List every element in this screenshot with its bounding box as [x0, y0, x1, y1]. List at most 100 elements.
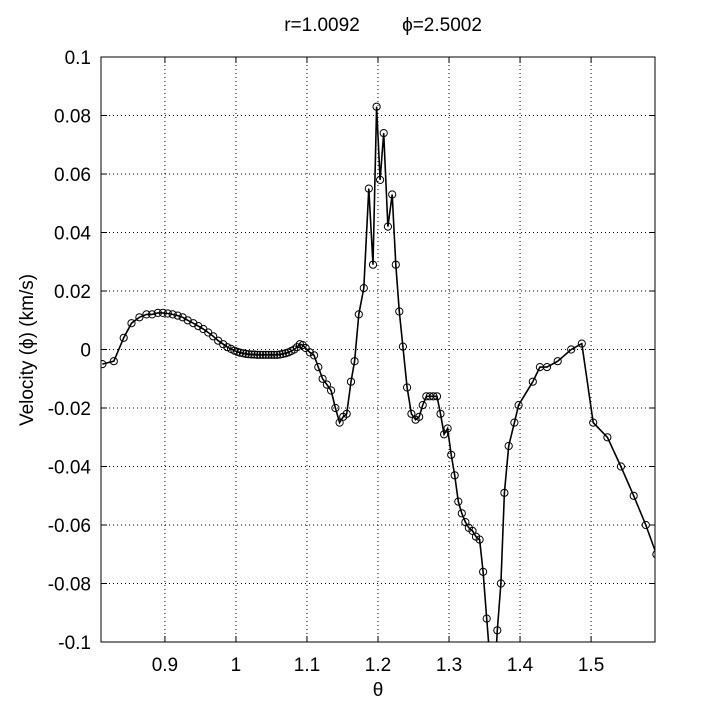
data-point: [395, 307, 404, 316]
data-point: [443, 424, 452, 433]
y-tick-label: 0.08: [54, 107, 91, 128]
series-markers: [101, 102, 655, 635]
data-point: [327, 386, 336, 395]
data-point: [101, 360, 107, 369]
x-axis-ticks: 0.9 1 1.1 1.2 1.3 1.4 1.5: [152, 57, 604, 676]
data-point: [440, 430, 449, 439]
data-point: [589, 418, 598, 427]
data-point: [475, 535, 484, 544]
data-point: [241, 349, 250, 358]
data-point: [273, 350, 282, 359]
data-point: [415, 412, 424, 421]
y-tick-label: 0.1: [65, 48, 91, 69]
y-tick-label: 0.06: [54, 165, 91, 186]
data-point: [318, 374, 327, 383]
data-point: [553, 357, 562, 366]
y-tick-label: -0.08: [48, 575, 91, 596]
data-point: [148, 310, 157, 319]
data-point: [256, 350, 265, 359]
data-point: [153, 308, 162, 317]
data-point: [359, 284, 368, 293]
data-point: [493, 626, 502, 635]
data-point: [436, 409, 445, 418]
data-point: [454, 497, 463, 506]
data-point: [142, 310, 151, 319]
data-point: [158, 308, 167, 317]
data-point: [368, 260, 378, 269]
data-point: [310, 351, 319, 360]
data-point: [163, 309, 172, 318]
data-point: [514, 401, 523, 410]
data-point: [641, 520, 650, 530]
data-point: [429, 392, 438, 401]
data-point: [258, 350, 267, 359]
y-tick-label: -0.02: [48, 399, 91, 420]
data-point: [209, 332, 218, 341]
y-tick-label: 0.04: [54, 224, 91, 245]
data-point: [247, 350, 256, 359]
data-point: [275, 350, 285, 359]
y-tick-label: 0.02: [54, 282, 91, 303]
data-point: [127, 319, 136, 328]
data-point: [331, 403, 340, 413]
data-point: [629, 491, 638, 500]
data-point: [264, 350, 273, 359]
data-point: [244, 350, 253, 359]
data-point: [461, 518, 470, 527]
x-tick-label: 1: [231, 655, 242, 676]
y-axis-label: Velocity (ϕ) (km/s): [17, 274, 38, 426]
y-tick-label: -0.06: [48, 516, 91, 537]
series-line: [102, 106, 655, 642]
data-point: [135, 313, 144, 322]
data-point: [577, 339, 586, 348]
data-point: [652, 550, 655, 559]
x-tick-label: 0.9: [152, 655, 178, 676]
data-point: [292, 343, 302, 352]
data-point: [372, 102, 381, 111]
chart-title-phi: ϕ=2.5002: [402, 15, 482, 36]
x-tick-label: 1.2: [365, 655, 391, 676]
x-tick-label: 1.4: [507, 655, 534, 676]
data-point: [290, 345, 299, 354]
plot-frame: [100, 56, 656, 643]
data-point: [376, 175, 385, 184]
y-tick-label: 0: [80, 341, 91, 362]
data-point: [528, 377, 537, 386]
data-point: [388, 190, 397, 199]
data-point: [383, 222, 392, 231]
data-point: [391, 260, 400, 269]
data-point: [267, 350, 276, 359]
chart-title-r: r=1.0092: [284, 15, 360, 36]
data-point: [542, 363, 552, 372]
data-point: [322, 380, 331, 389]
data-point: [432, 392, 442, 401]
data-point: [407, 409, 416, 418]
data-point: [500, 488, 509, 497]
data-point: [119, 333, 128, 342]
data-point: [482, 614, 491, 623]
data-point: [219, 340, 228, 349]
data-point: [253, 350, 262, 359]
data-point: [173, 311, 182, 320]
x-tick-label: 1.3: [436, 655, 462, 676]
data-point: [616, 462, 626, 471]
data-point: [342, 409, 351, 418]
x-tick-label: 1.5: [578, 655, 604, 676]
data-point: [350, 357, 359, 366]
data-point: [239, 349, 248, 358]
data-point: [398, 342, 407, 351]
data-point: [510, 418, 519, 427]
data-point: [314, 363, 323, 372]
data-point: [364, 184, 373, 193]
data-point: [450, 471, 459, 480]
data-point: [603, 433, 612, 442]
data-point: [496, 579, 505, 588]
data-point: [418, 401, 427, 410]
data-point: [278, 349, 287, 358]
y-axis-ticks: 0.1 0.08 0.06 0.04 0.02 0 -0.02 -0.04 -0.06 -0.08…: [48, 48, 655, 654]
data-point: [457, 509, 466, 518]
data-point: [354, 310, 363, 319]
data-point: [504, 441, 513, 451]
